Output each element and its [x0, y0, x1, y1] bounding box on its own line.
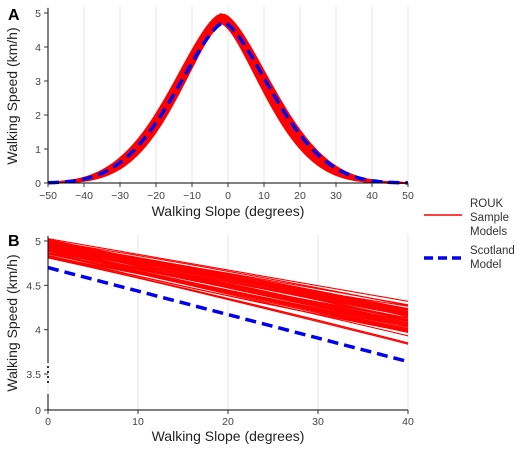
scotland-line-b: [47, 265, 409, 364]
legend-label-scotland-1: Scotland: [470, 245, 515, 257]
rouk-sample-line: [47, 257, 409, 344]
legend: ROUK Sample Models Scotland Model: [424, 198, 515, 271]
rouk-sample-line: [47, 238, 409, 302]
x-tick-label-a: −20: [147, 190, 165, 202]
y-tick-label-b: 4: [35, 325, 41, 337]
rouk-sample-line: [47, 240, 409, 307]
x-tick-label-a: 50: [402, 190, 414, 202]
panel-b: 0 10 20 30 40 0 3.5 4 4.5 5 Walking Slope (degre…: [4, 234, 414, 444]
y-tick-label-a: 2: [35, 110, 41, 122]
x-tick-label-a: 0: [225, 190, 231, 202]
x-tick-label-a: 40: [366, 190, 378, 202]
x-axis-title-a: Walking Slope (degrees): [152, 203, 305, 219]
x-tick-label-a: −40: [75, 190, 93, 202]
x-tick-label-a: 10: [258, 190, 270, 202]
x-tick-label-a: −50: [39, 190, 57, 202]
rouk-sample-line: [47, 248, 409, 325]
x-tick-label-b: 10: [132, 416, 144, 428]
rouk-sample-line: [47, 247, 409, 317]
panel-tag-b: B: [8, 233, 20, 250]
rouk-sample-line: [47, 246, 409, 326]
x-tick-label-b: 40: [402, 416, 414, 428]
y-ticks-a: 0 1 2 3 4 5: [35, 8, 48, 190]
x-tick-label-a: −30: [111, 190, 129, 202]
rouk-sample-line: [47, 242, 409, 315]
scotland-line-a: [47, 20, 409, 185]
legend-label-rouk-1: ROUK: [470, 198, 504, 210]
y-tick-label-b: 4.5: [26, 280, 41, 292]
y-ticks-b: 0 3.5 4 4.5 5: [26, 236, 48, 417]
rouk-sample-line: [47, 247, 409, 324]
rouk-sample-lines-b: [47, 238, 409, 345]
y-tick-label-b: 3.5: [26, 369, 41, 381]
rouk-sample-line: [47, 243, 409, 322]
y-tick-label-a: 4: [35, 42, 41, 54]
gridlines-a: [47, 6, 409, 183]
y-tick-label-a: 5: [35, 8, 41, 20]
x-ticks-b: 0 10 20 30 40: [45, 410, 414, 428]
x-tick-label-a: 20: [294, 190, 306, 202]
x-axis-title-b: Walking Slope (degrees): [152, 428, 305, 444]
rouk-sample-line: [47, 241, 409, 310]
y-tick-label-b: 5: [35, 236, 41, 248]
y-tick-label-a: 3: [35, 76, 41, 88]
rouk-sample-line: [47, 254, 409, 333]
y-axis-title-a: Walking Speed (km/h): [4, 27, 20, 164]
x-tick-label-b: 0: [45, 416, 51, 428]
x-tick-label-a: 30: [330, 190, 342, 202]
rouk-sample-line: [47, 243, 409, 311]
rouk-sample-line: [47, 20, 409, 184]
x-ticks-a: −50 −40 −30 −20 −10 0 10 20 30 40 50: [39, 183, 414, 202]
y-tick-label-a: 1: [35, 144, 41, 156]
legend-label-rouk-2: Sample: [470, 212, 509, 224]
legend-label-scotland-2: Model: [470, 259, 501, 271]
panel-a: −50 −40 −30 −20 −10 0 10 20 30 40 50 0 1 2 3 4 5 Walkin…: [4, 6, 414, 219]
rouk-sample-line: [47, 252, 409, 330]
panel-tag-a: A: [8, 7, 20, 24]
x-tick-label-a: −10: [183, 190, 201, 202]
y-tick-label-a: 0: [35, 178, 41, 190]
y-tick-label-b: 0: [35, 405, 41, 417]
x-tick-label-b: 20: [222, 416, 234, 428]
rouk-sample-line: [47, 253, 409, 334]
legend-label-rouk-3: Models: [470, 226, 507, 238]
rouk-sample-line: [47, 251, 409, 325]
y-axis-title-b: Walking Speed (km/h): [4, 254, 20, 391]
x-tick-label-b: 30: [312, 416, 324, 428]
